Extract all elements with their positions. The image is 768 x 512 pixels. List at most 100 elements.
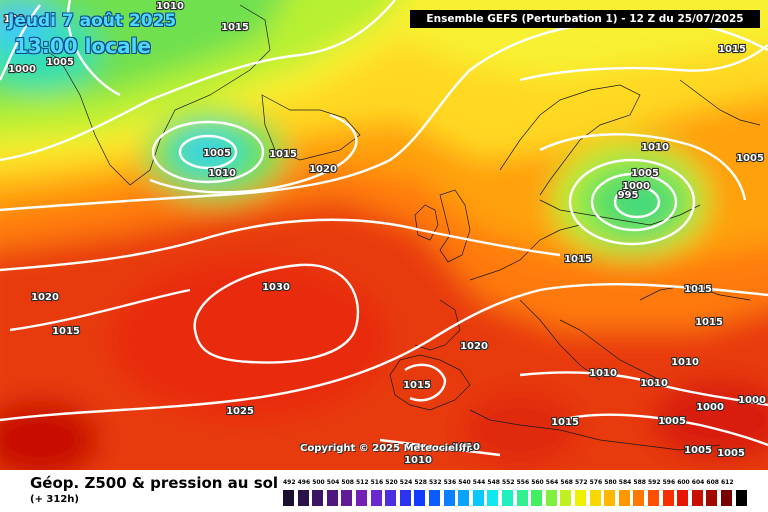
scale-label: 496 [297, 479, 311, 486]
scale-label: 548 [487, 479, 500, 486]
scale-label: 508 [341, 479, 354, 486]
isobar-label: 1015 [564, 254, 592, 265]
isobar-label: 1000 [696, 402, 724, 413]
scale-swatch [414, 490, 426, 506]
scale-label: 520 [385, 479, 398, 486]
isobar-label: 1010 [404, 455, 432, 466]
scale-swatch [502, 490, 513, 506]
isobar-label: 1015 [52, 326, 80, 337]
scale-label: 576 [589, 479, 603, 486]
isobar-label: 1000 [8, 64, 36, 75]
scale-label: 504 [326, 479, 340, 486]
scale-swatch [341, 490, 353, 506]
scale-swatch [297, 490, 309, 506]
scale-label: 600 [677, 479, 690, 486]
scale-label: 532 [429, 479, 442, 486]
scale-label: 580 [604, 479, 617, 486]
scale-swatch [545, 490, 557, 506]
isobar-label: 1015 [718, 44, 746, 55]
scale-swatch [312, 490, 324, 506]
isobar-label: 1005 [631, 168, 659, 179]
isobar-label: 1020 [31, 292, 59, 303]
model-run-header: Ensemble GEFS (Perturbation 1) - 12 Z du… [410, 10, 760, 28]
scale-swatch [589, 490, 601, 506]
scale-swatch [516, 490, 528, 506]
scale-swatch [735, 490, 747, 506]
scale-label: 560 [531, 479, 544, 486]
scale-swatch [429, 490, 440, 506]
scale-swatch [618, 490, 630, 506]
isobar-label: 1005 [736, 153, 764, 164]
isobar-label: 1000 [738, 395, 766, 406]
scale-label: 608 [706, 479, 719, 486]
scale-label: 612 [721, 479, 734, 486]
scale-swatch [604, 490, 616, 506]
valid-time: 13:00 locale [14, 34, 151, 58]
scale-label: 568 [560, 479, 573, 486]
scale-label: 556 [516, 479, 530, 486]
legend-footer: Géop. Z500 & pression au sol (+ 312h) 49… [0, 470, 768, 512]
scale-label: 596 [662, 479, 676, 486]
scale-swatch [283, 490, 294, 506]
scale-label: 492 [283, 479, 296, 486]
scale-swatch [677, 490, 689, 506]
isobar-label: 1020 [309, 164, 337, 175]
isobar-label: 1015 [221, 22, 249, 33]
isobar-label: 1005 [684, 445, 712, 456]
copyright-notice: Copyright © 2025 Meteociel.fr [300, 443, 472, 454]
valid-date: Jeudi 7 août 2025 [8, 11, 177, 31]
isobar-label: 1010 [208, 168, 236, 179]
isobar-label: 100 [4, 14, 25, 25]
scale-label: 500 [312, 479, 325, 486]
isobar-label: 1015 [269, 149, 297, 160]
scale-swatch [458, 490, 470, 506]
scale-swatch [648, 490, 659, 506]
isobar-label: 1005 [717, 448, 745, 459]
coastlines [29, 4, 761, 451]
scale-swatch [326, 490, 338, 506]
scale-label: 536 [443, 479, 457, 486]
scale-label: 592 [648, 479, 661, 486]
scale-swatch [662, 490, 674, 506]
variable-title: Géop. Z500 & pression au sol [30, 474, 279, 492]
isobar-labels: 1010 1015 1005 1000 100 1005 1010 1015 1… [2, 0, 767, 467]
isobar-label: 1005 [203, 148, 231, 159]
z500-color-field [0, 0, 768, 470]
scale-swatch [633, 490, 645, 506]
color-scale: 492 496 500 504 508 512 516 520 524 528 532 536 540 5… [283, 479, 751, 509]
scale-label: 524 [399, 479, 413, 486]
scale-swatch [706, 490, 718, 506]
scale-label: 516 [370, 479, 384, 486]
scale-swatch [370, 490, 382, 506]
isobar-label: 1015 [551, 417, 579, 428]
scale-label: 512 [356, 479, 369, 486]
scale-label: 544 [472, 479, 486, 486]
isobar-label: 1015 [695, 317, 723, 328]
scale-swatch [487, 490, 499, 506]
forecast-lead-time: (+ 312h) [30, 494, 79, 505]
scale-label: 540 [458, 479, 471, 486]
isobar-label: 1025 [226, 406, 254, 417]
isobar-label: 1020 [460, 341, 488, 352]
isobar-label: 995 [618, 190, 639, 201]
isobar-label: 1010 [452, 442, 480, 453]
isobar-label: 1000 [622, 181, 650, 192]
scale-label: 584 [618, 479, 632, 486]
isobar-label: 1010 [640, 378, 668, 389]
isobar-label: 1015 [403, 380, 431, 391]
scale-swatch [385, 490, 397, 506]
scale-label: 572 [575, 479, 588, 486]
scale-label: 564 [545, 479, 559, 486]
scale-swatch [560, 490, 572, 506]
isobar-label: 1010 [589, 368, 617, 379]
scale-label: 588 [633, 479, 646, 486]
isobar-label: 1010 [156, 1, 184, 12]
geopotential-map: 1010 1015 1005 1000 100 1005 1010 1015 1… [0, 0, 768, 470]
scale-swatch [443, 490, 455, 506]
scale-swatch [721, 490, 732, 506]
isobar-label: 1005 [658, 416, 686, 427]
isobar-label: 1010 [671, 357, 699, 368]
scale-swatch [575, 490, 586, 506]
scale-swatch [691, 490, 703, 506]
isobar-label: 1010 [641, 142, 669, 153]
